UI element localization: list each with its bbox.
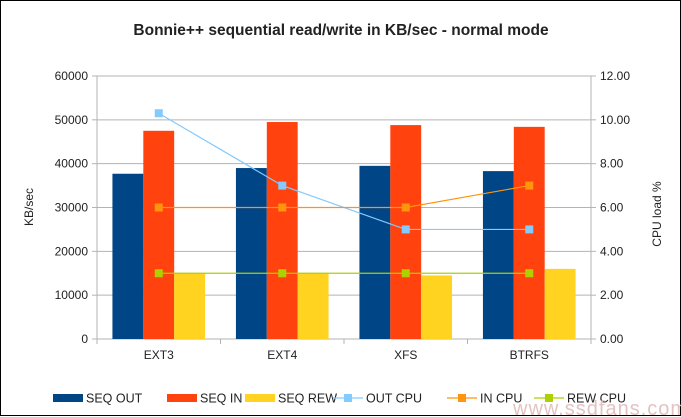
y2-tick-label: 0.00	[600, 332, 624, 346]
x-tick-label: BTRFS	[510, 348, 549, 362]
axes: 0 0.00 10000 2.00 20000 4.00 30000 6.00 40000 8.0…	[55, 69, 631, 362]
legend-swatch-seq-in	[167, 394, 197, 402]
bar-series	[112, 122, 576, 340]
point-out-cpu	[401, 225, 410, 234]
point-rew-cpu	[154, 269, 163, 278]
x-tick-label: XFS	[394, 348, 417, 362]
point-in-cpu	[401, 203, 410, 212]
chart-title: Bonnie++ sequential read/write in KB/sec…	[133, 22, 549, 39]
y-tick-label: 40000	[55, 157, 89, 171]
legend-marker-in-cpu	[458, 394, 466, 402]
bar-seq-in	[266, 122, 298, 340]
bar-seq-rew	[297, 273, 329, 339]
bar-seq-out	[359, 165, 391, 339]
y-tick-label: 50000	[55, 113, 89, 127]
point-rew-cpu	[525, 269, 534, 278]
point-in-cpu	[525, 181, 534, 190]
y-tick-label: 60000	[55, 69, 89, 83]
y-tick-label: 30000	[55, 201, 89, 215]
bar-seq-out	[112, 173, 144, 339]
legend-label-seq-out: SEQ OUT	[86, 392, 143, 406]
y2-tick-label: 4.00	[600, 244, 624, 258]
y2-tick-label: 12.00	[600, 69, 630, 83]
bar-seq-in	[143, 130, 175, 339]
point-rew-cpu	[401, 269, 410, 278]
y-tick-label: 0	[81, 332, 88, 346]
line-series	[154, 109, 534, 278]
point-out-cpu	[154, 109, 163, 118]
bar-seq-rew	[421, 275, 453, 339]
y-tick-label: 20000	[55, 244, 89, 258]
point-out-cpu	[278, 181, 287, 190]
legend-marker-rew-cpu	[545, 394, 553, 402]
bar-seq-rew	[174, 273, 206, 339]
y2-tick-label: 2.00	[600, 288, 624, 302]
bar-seq-out	[235, 168, 267, 339]
y2-axis-label: CPU load %	[650, 181, 664, 247]
legend-marker-out-cpu	[344, 394, 352, 402]
legend-label-seq-rew: SEQ REW	[278, 392, 337, 406]
legend-swatch-seq-out	[53, 394, 83, 402]
y2-tick-label: 6.00	[600, 201, 624, 215]
point-rew-cpu	[278, 269, 287, 278]
point-in-cpu	[154, 203, 163, 212]
point-in-cpu	[278, 203, 287, 212]
y2-tick-label: 10.00	[600, 113, 630, 127]
legend-label-out-cpu: OUT CPU	[366, 392, 422, 406]
line-in-cpu	[158, 184, 530, 209]
bar-seq-rew	[544, 268, 576, 339]
x-tick-label: EXT4	[267, 348, 297, 362]
y-axis-label: KB/sec	[22, 188, 36, 226]
y2-tick-label: 8.00	[600, 157, 624, 171]
legend: SEQ OUT SEQ IN SEQ REW OUT CPU IN CPU REW CPU	[53, 392, 626, 406]
legend-label-rew-cpu: REW CPU	[567, 392, 626, 406]
x-tick-label: EXT3	[144, 348, 174, 362]
bar-seq-out	[482, 171, 514, 339]
legend-swatch-seq-rew	[245, 394, 275, 402]
legend-label-seq-in: SEQ IN	[200, 392, 242, 406]
point-out-cpu	[525, 225, 534, 234]
y-tick-label: 10000	[55, 288, 89, 302]
legend-label-in-cpu: IN CPU	[480, 392, 522, 406]
watermark-text: www.ssdfans.com	[512, 398, 681, 417]
